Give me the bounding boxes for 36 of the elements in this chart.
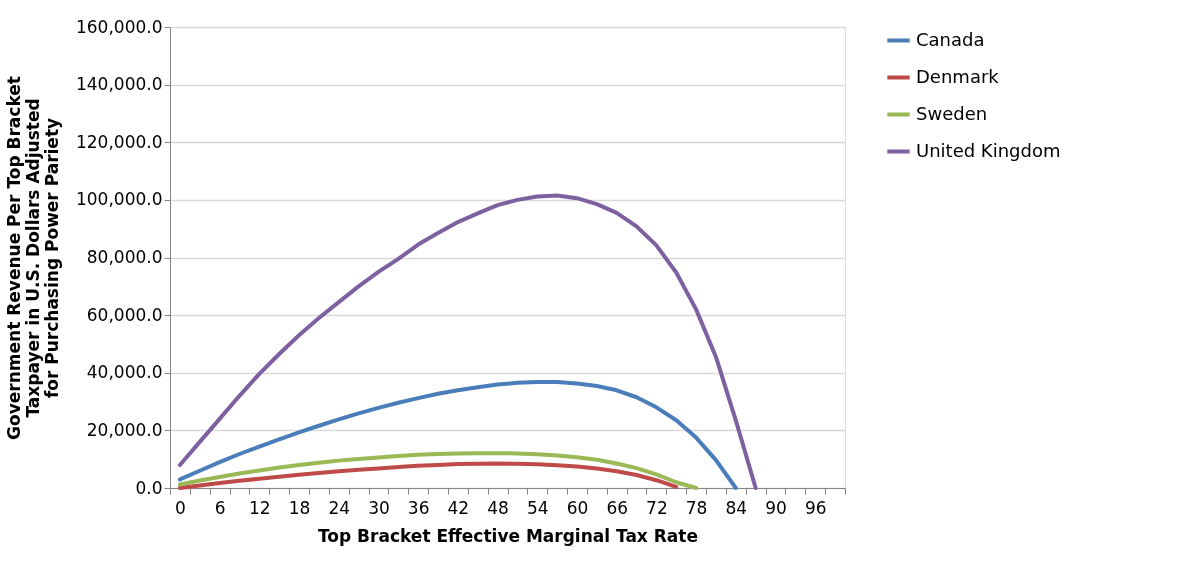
y-axis-title: Government Revenue Per Top Bracket Taxpayer in U.S. Dollars Adjusted for Purchasing Power Pariety xyxy=(3,76,62,440)
y-tick-label: 120,000.0 xyxy=(75,131,163,152)
line-series xyxy=(177,193,758,490)
y-tick-label: 80,000.0 xyxy=(86,247,163,267)
y-tick-label: 60,000.0 xyxy=(86,304,163,325)
x-tick-label: 72 xyxy=(646,497,668,518)
y-tick-label: 40,000.0 xyxy=(86,362,163,383)
y-tick-label: 0.0 xyxy=(135,477,163,498)
y-tick-label: 160,000.0 xyxy=(75,16,163,37)
x-tick-label: 66 xyxy=(606,497,629,518)
x-tick-label: 96 xyxy=(804,497,827,518)
y-tick-label: 140,000.0 xyxy=(75,74,163,95)
x-tick-label: 78 xyxy=(685,497,708,518)
line-series xyxy=(177,379,738,490)
legend-label: United Kingdom xyxy=(916,139,1061,161)
x-tick-label: 18 xyxy=(288,497,311,518)
x-tick-label: 24 xyxy=(328,497,351,518)
x-tick-label: 48 xyxy=(487,497,509,518)
x-tick-label: 84 xyxy=(725,497,748,518)
y-tick-label: 20,000.0 xyxy=(86,419,163,440)
x-tick-label: 54 xyxy=(526,497,549,518)
x-tick-label: 0 xyxy=(175,497,186,518)
x-tick-label: 36 xyxy=(407,497,430,518)
x-tick-label: 12 xyxy=(249,497,271,518)
legend-label: Sweden xyxy=(916,102,988,124)
line-series xyxy=(177,461,679,490)
legend-label: Denmark xyxy=(916,65,1000,87)
line-series xyxy=(177,451,699,490)
x-tick-label: 42 xyxy=(447,497,470,518)
legend-label: Canada xyxy=(916,28,985,50)
x-tick-label: 30 xyxy=(368,497,390,518)
x-tick-label: 90 xyxy=(765,497,787,518)
x-axis-title: Top Bracket Effective Marginal Tax Rate xyxy=(318,525,698,546)
x-tick-label: 60 xyxy=(566,497,589,518)
x-tick-label: 6 xyxy=(214,497,226,518)
y-tick-label: 100,000.0 xyxy=(75,189,163,210)
